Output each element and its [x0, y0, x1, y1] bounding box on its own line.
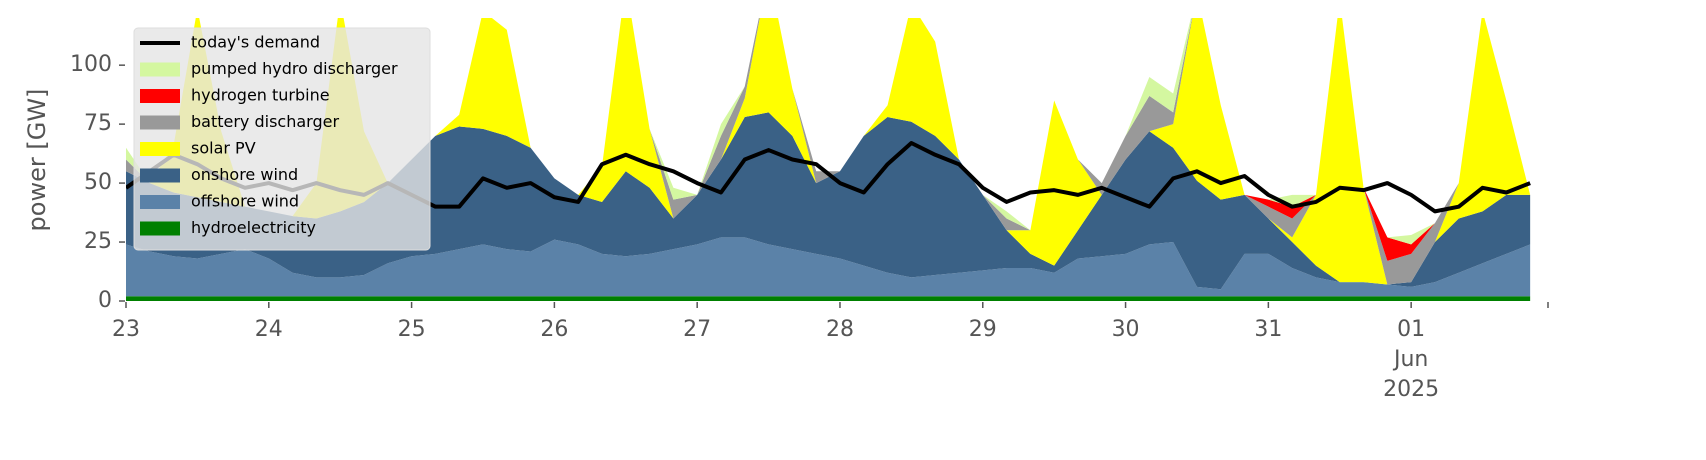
legend-swatch [140, 115, 180, 130]
legend-label: pumped hydro discharger [191, 59, 398, 78]
x-sublabel: Jun [1392, 347, 1428, 372]
legend-swatch [140, 89, 180, 103]
y-tick-label: 25 [84, 229, 112, 254]
x-tick-label: 23 [112, 317, 140, 342]
y-tick-label: 75 [84, 111, 112, 136]
legend-label: battery discharger [191, 112, 339, 131]
legend-label: hydroelectricity [191, 218, 316, 237]
legend-swatch [140, 168, 180, 183]
x-tick-label: 28 [826, 317, 854, 342]
legend-label: solar PV [191, 139, 256, 158]
legend-swatch [140, 142, 180, 156]
area-series [126, 18, 1531, 245]
x-tick-label: 29 [969, 317, 997, 342]
legend-swatch [140, 195, 180, 209]
legend-swatch [140, 221, 180, 236]
area-series [126, 237, 1531, 297]
legend-label: offshore wind [191, 192, 299, 211]
y-tick-label: 100 [70, 52, 112, 77]
x-tick-label: 25 [398, 317, 426, 342]
x-tick-label: 31 [1254, 317, 1282, 342]
legend-swatch [140, 62, 180, 77]
plot-area [126, 18, 1531, 301]
area-series [126, 112, 1531, 290]
legend-label: hydrogen turbine [191, 86, 330, 105]
x-tick-label: 30 [1112, 317, 1140, 342]
y-tick-label: 0 [98, 288, 112, 313]
y-tick-label: 50 [84, 170, 112, 195]
area-series [126, 296, 1531, 301]
area-series [126, 18, 1531, 285]
legend-label: onshore wind [191, 165, 298, 184]
x-tick-label: 24 [255, 317, 283, 342]
y-axis-label: power [GW] [23, 89, 51, 232]
area-series [126, 18, 1531, 285]
legend-box [133, 27, 431, 251]
x-sublabel: 2025 [1383, 377, 1439, 402]
x-tick-label: 26 [540, 317, 568, 342]
x-tick-label: 01 [1397, 317, 1425, 342]
x-tick-label: 27 [683, 317, 711, 342]
legend-label: today's demand [191, 33, 320, 52]
